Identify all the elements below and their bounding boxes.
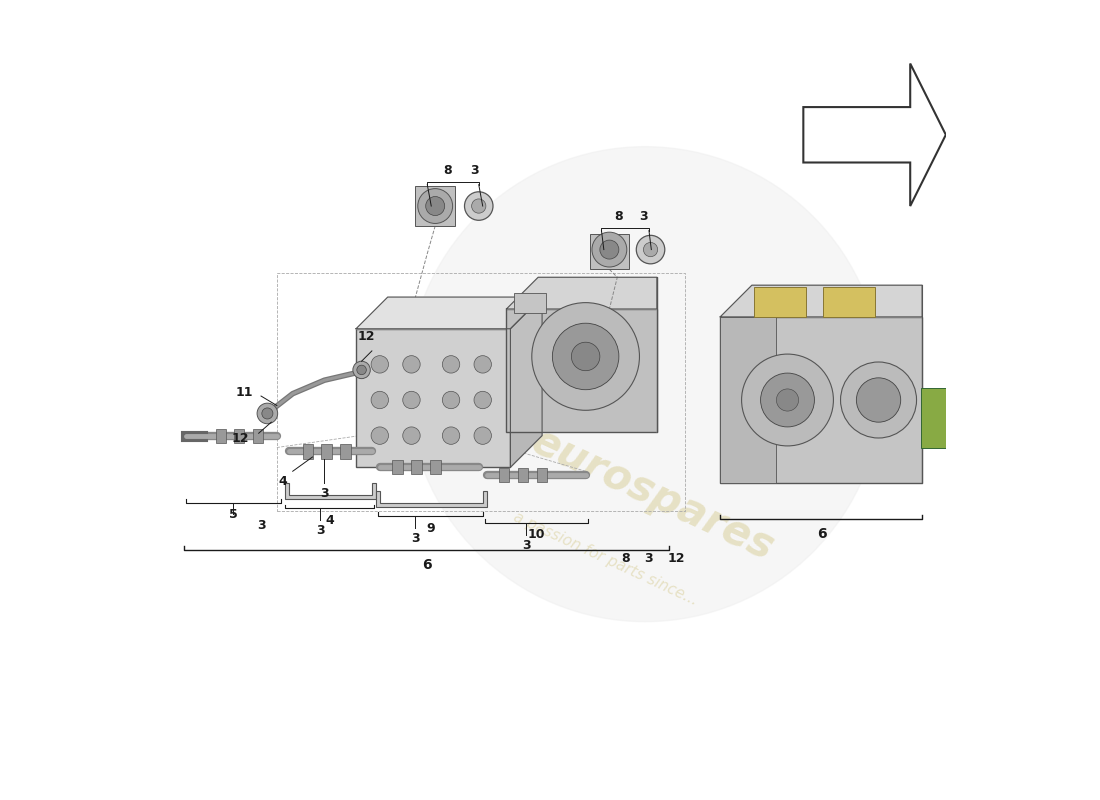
Bar [498, 468, 509, 482]
Text: 12: 12 [232, 431, 250, 445]
Circle shape [857, 378, 901, 422]
Bar [720, 317, 922, 483]
Polygon shape [510, 297, 542, 467]
Text: 12: 12 [358, 330, 375, 343]
Circle shape [426, 197, 444, 215]
Circle shape [600, 240, 619, 259]
Circle shape [403, 427, 420, 444]
Polygon shape [285, 483, 376, 499]
Circle shape [418, 189, 452, 223]
Text: 8: 8 [620, 552, 629, 565]
Bar [411, 460, 421, 474]
Text: eurospares: eurospares [525, 420, 781, 570]
Text: 4: 4 [278, 475, 287, 488]
Polygon shape [506, 278, 657, 309]
Text: 6: 6 [421, 558, 431, 572]
Circle shape [371, 391, 388, 409]
Circle shape [262, 408, 273, 419]
Circle shape [371, 356, 388, 373]
Text: 8: 8 [615, 210, 624, 223]
Circle shape [571, 342, 600, 370]
Polygon shape [803, 63, 946, 206]
Bar [253, 429, 263, 442]
Circle shape [464, 192, 493, 220]
Text: 9: 9 [426, 522, 434, 535]
Circle shape [644, 242, 658, 257]
Circle shape [356, 365, 366, 374]
Bar [720, 317, 775, 483]
Text: 3: 3 [411, 532, 420, 546]
Circle shape [403, 356, 420, 373]
Circle shape [442, 356, 460, 373]
Bar [430, 460, 441, 474]
Text: 3: 3 [521, 538, 530, 551]
Text: 3: 3 [639, 210, 648, 223]
Circle shape [403, 391, 420, 409]
Bar [515, 293, 546, 313]
Circle shape [472, 199, 486, 213]
Circle shape [474, 391, 492, 409]
Circle shape [592, 232, 627, 267]
Polygon shape [376, 491, 486, 507]
Bar [921, 388, 946, 447]
Bar [590, 234, 629, 270]
Text: 8: 8 [443, 164, 451, 177]
Text: 5: 5 [229, 509, 238, 522]
Text: 3: 3 [471, 164, 480, 177]
Circle shape [741, 354, 834, 446]
Circle shape [777, 389, 799, 411]
Circle shape [474, 356, 492, 373]
Polygon shape [356, 297, 542, 329]
Bar [321, 444, 331, 458]
Circle shape [353, 362, 371, 378]
Bar [537, 468, 547, 482]
Bar [823, 286, 874, 317]
Circle shape [257, 403, 277, 424]
Bar [234, 429, 244, 442]
Bar [340, 444, 351, 458]
Circle shape [552, 323, 619, 390]
Circle shape [442, 427, 460, 444]
Circle shape [371, 427, 388, 444]
Bar [393, 460, 403, 474]
Text: 3: 3 [316, 524, 324, 538]
Circle shape [840, 362, 916, 438]
Text: 11: 11 [235, 386, 253, 398]
Text: 4: 4 [326, 514, 334, 527]
Text: 10: 10 [528, 528, 546, 542]
Text: a passion for parts since...: a passion for parts since... [510, 509, 700, 608]
Bar [517, 468, 528, 482]
Text: 3: 3 [645, 552, 653, 565]
Circle shape [636, 235, 664, 264]
Text: 3: 3 [320, 487, 329, 500]
Circle shape [760, 373, 814, 427]
Bar [506, 309, 657, 432]
Circle shape [474, 427, 492, 444]
Text: 12: 12 [668, 552, 685, 565]
Circle shape [442, 391, 460, 409]
Bar [356, 329, 510, 467]
Bar [216, 429, 227, 442]
Circle shape [531, 302, 639, 410]
Bar [302, 444, 313, 458]
Text: 6: 6 [816, 526, 826, 541]
Text: 3: 3 [256, 518, 265, 532]
Bar [416, 186, 455, 226]
Polygon shape [720, 286, 922, 317]
Bar [755, 286, 805, 317]
Circle shape [407, 146, 882, 622]
